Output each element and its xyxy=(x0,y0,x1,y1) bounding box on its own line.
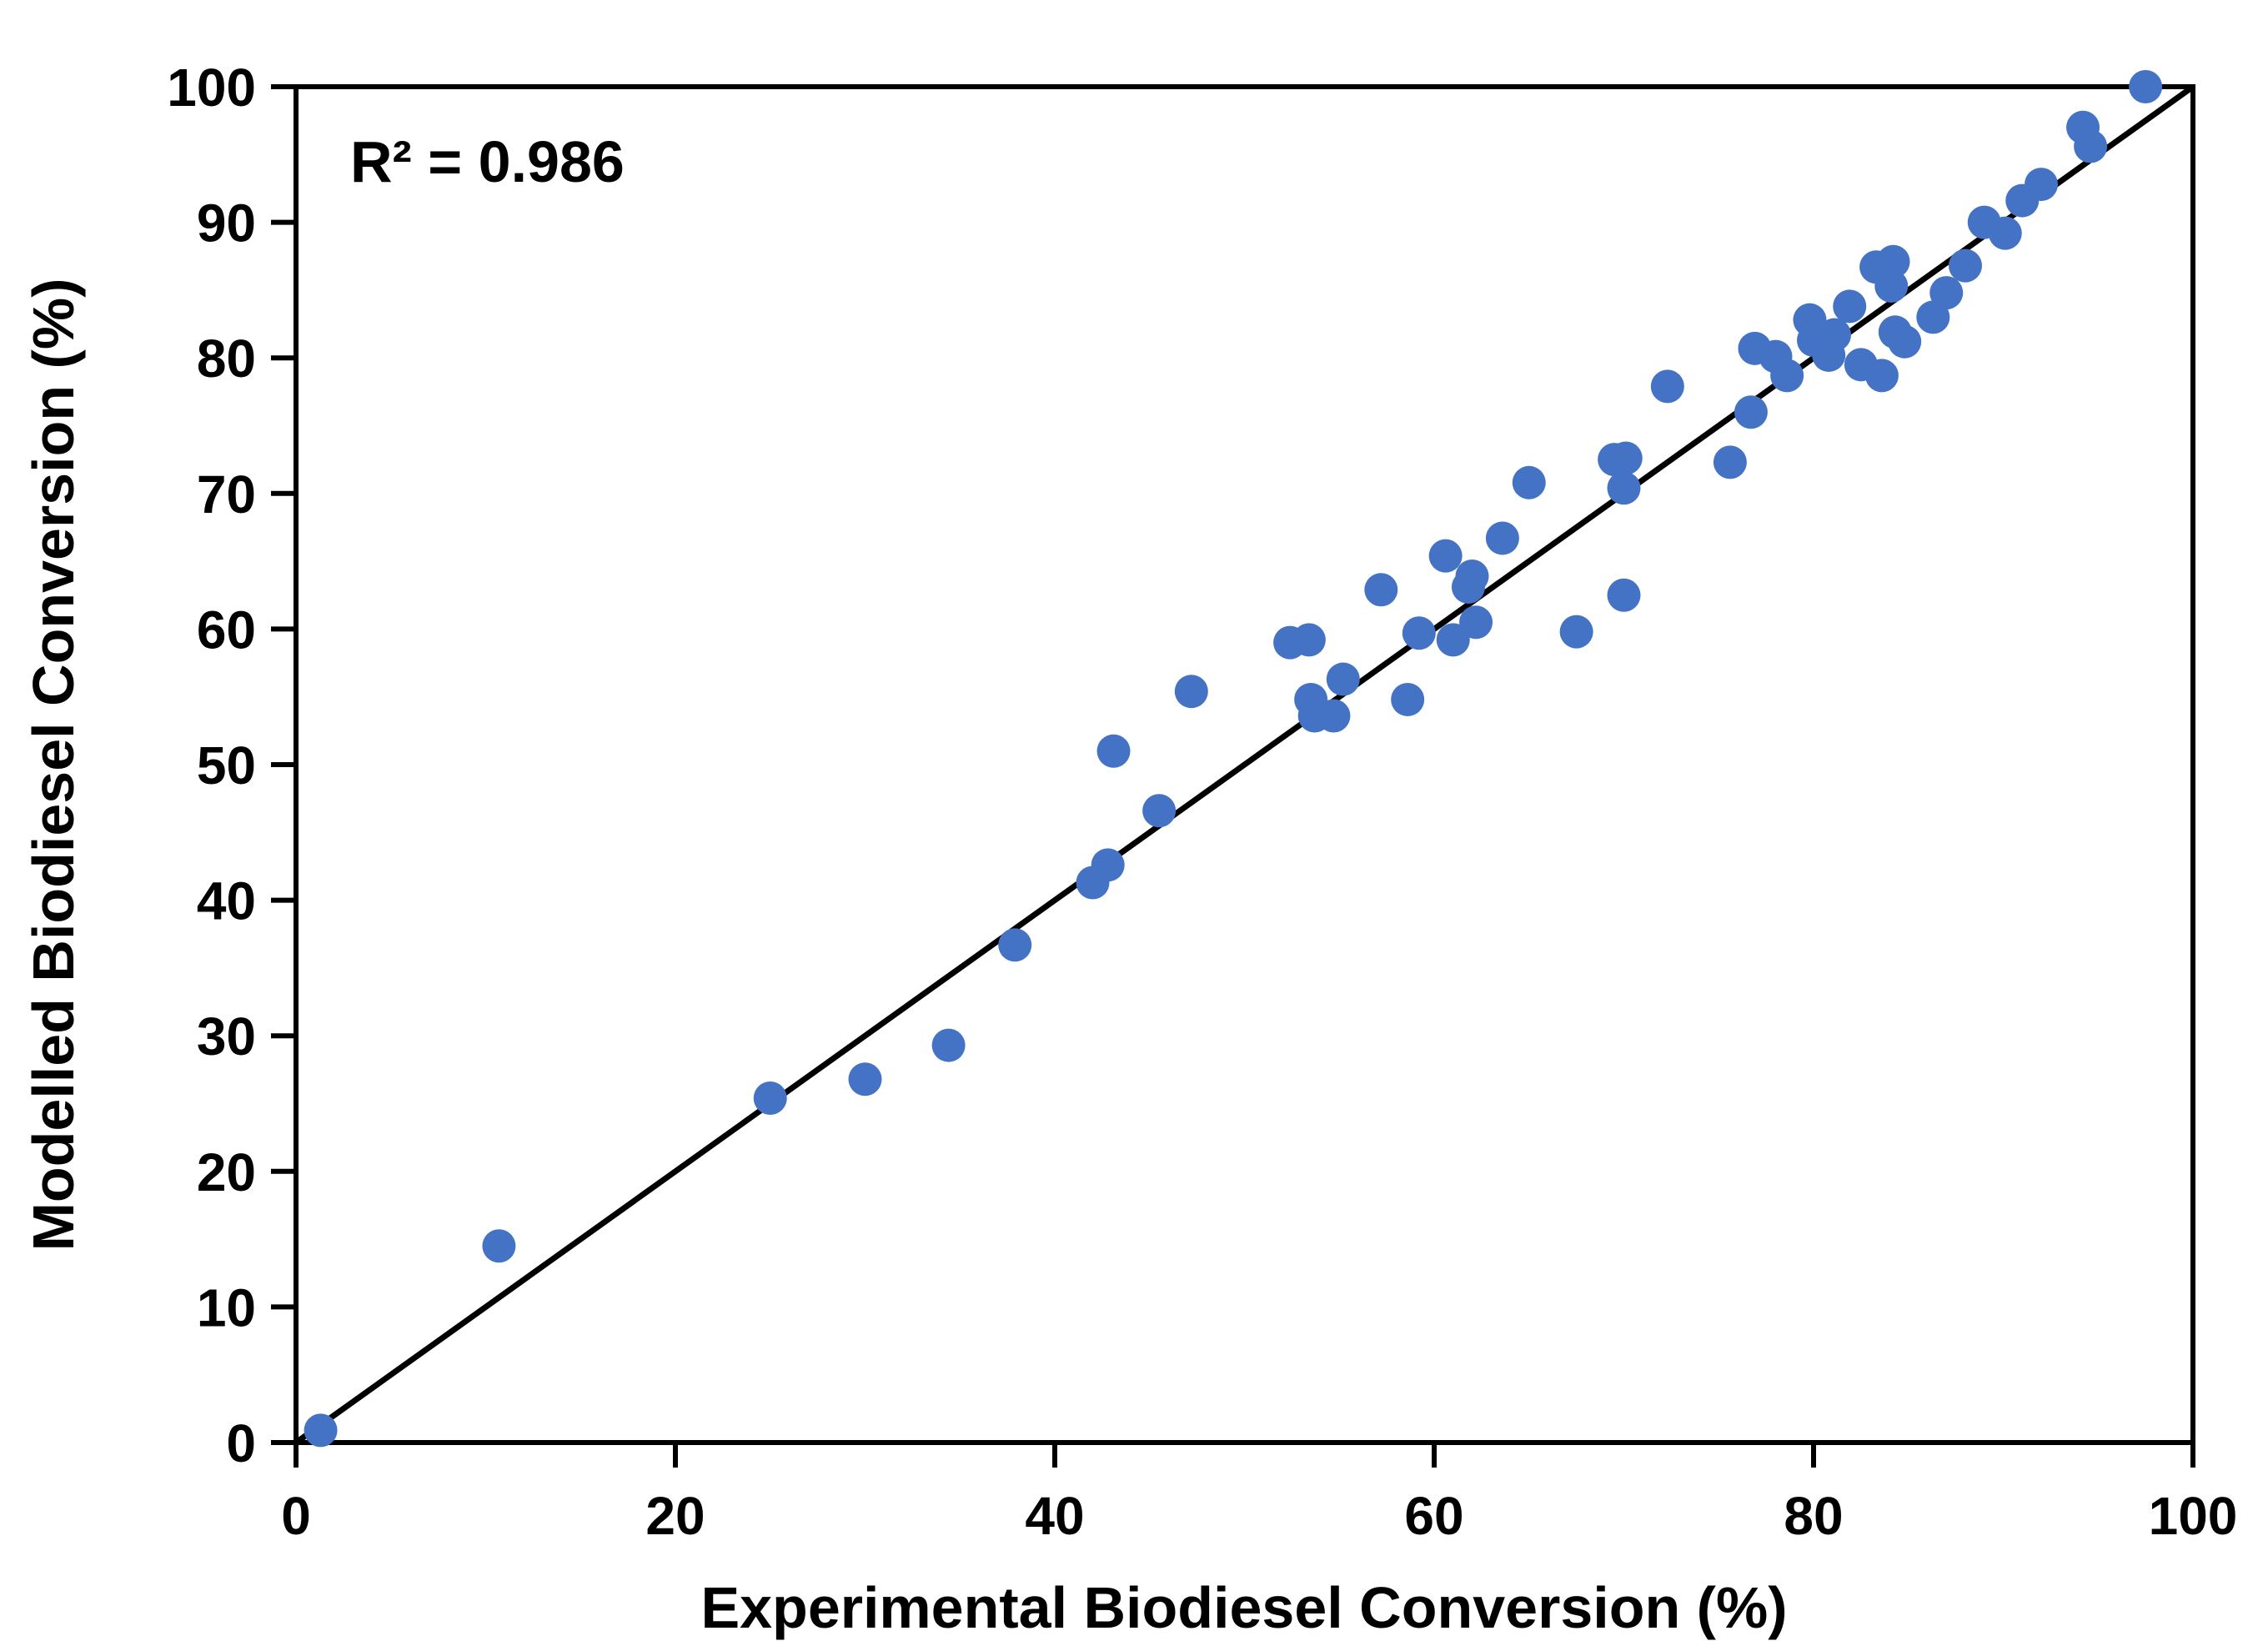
x-tick-label: 60 xyxy=(1404,1486,1463,1546)
identity-line xyxy=(294,84,2195,1445)
plot-area: 0 20 40 60 80 100 0 10 20 30 40 50 60 70 80 90 100 xyxy=(167,58,2237,1546)
data-point xyxy=(1485,521,1519,555)
data-point xyxy=(1364,573,1398,607)
y-tick-label: 30 xyxy=(197,1006,256,1066)
y-tick-label: 100 xyxy=(167,58,256,118)
data-point xyxy=(1713,445,1747,479)
y-tick-label: 50 xyxy=(197,735,256,795)
x-axis-title: Experimental Biodiesel Conversion (%) xyxy=(700,1575,1787,1640)
x-tick-label: 0 xyxy=(281,1486,311,1546)
data-point xyxy=(1607,471,1641,505)
data-point xyxy=(1292,623,1326,657)
y-axis-title: Modelled Biodiesel Conversion (%) xyxy=(21,279,86,1252)
data-point xyxy=(1142,794,1177,828)
data-point xyxy=(1326,662,1360,696)
data-point xyxy=(931,1028,966,1062)
data-point xyxy=(1091,848,1125,882)
data-point xyxy=(1770,359,1804,393)
data-point xyxy=(1876,244,1910,279)
data-point xyxy=(1096,734,1131,768)
y-tick-label: 60 xyxy=(197,600,256,660)
x-tick-label: 100 xyxy=(2149,1486,2238,1546)
y-tick-label: 90 xyxy=(197,193,256,253)
data-point xyxy=(1812,338,1846,372)
data-point xyxy=(1864,359,1899,393)
x-tick-label: 80 xyxy=(1784,1486,1843,1546)
r-squared-annotation: R² = 0.986 xyxy=(350,129,625,194)
data-point xyxy=(1929,276,1964,310)
x-tick-label: 20 xyxy=(645,1486,705,1546)
data-point xyxy=(1833,289,1867,324)
data-point xyxy=(482,1229,516,1263)
data-point xyxy=(1988,216,2022,250)
data-point xyxy=(1650,369,1684,404)
y-tick-label: 40 xyxy=(197,871,256,931)
data-point xyxy=(1455,559,1489,593)
data-point xyxy=(1608,441,1643,475)
data-point xyxy=(1607,578,1641,612)
data-point xyxy=(1402,616,1436,650)
data-point xyxy=(1317,699,1351,733)
data-point xyxy=(753,1081,787,1115)
data-point xyxy=(998,928,1032,962)
data-point xyxy=(1391,682,1425,716)
data-point xyxy=(1559,615,1593,649)
data-point xyxy=(1916,300,1950,334)
y-tick-label: 70 xyxy=(197,464,256,524)
data-point xyxy=(1874,269,1909,304)
data-point xyxy=(1512,465,1546,499)
data-point xyxy=(2066,110,2100,144)
data-point xyxy=(848,1062,882,1096)
data-point xyxy=(1428,539,1463,573)
data-point xyxy=(1459,605,1493,640)
data-point xyxy=(1949,248,1982,283)
data-point xyxy=(1436,623,1470,657)
x-tick-label: 40 xyxy=(1025,1486,1084,1546)
y-tick-label: 20 xyxy=(197,1142,256,1202)
data-point xyxy=(1734,395,1768,429)
y-tick-label: 0 xyxy=(226,1413,256,1473)
y-tick-label: 10 xyxy=(197,1277,256,1337)
data-point xyxy=(2129,70,2163,103)
y-tick-label: 80 xyxy=(197,329,256,389)
data-point xyxy=(1888,324,1922,359)
data-point xyxy=(2025,168,2058,202)
data-point xyxy=(304,1413,338,1448)
data-point xyxy=(1174,675,1208,709)
